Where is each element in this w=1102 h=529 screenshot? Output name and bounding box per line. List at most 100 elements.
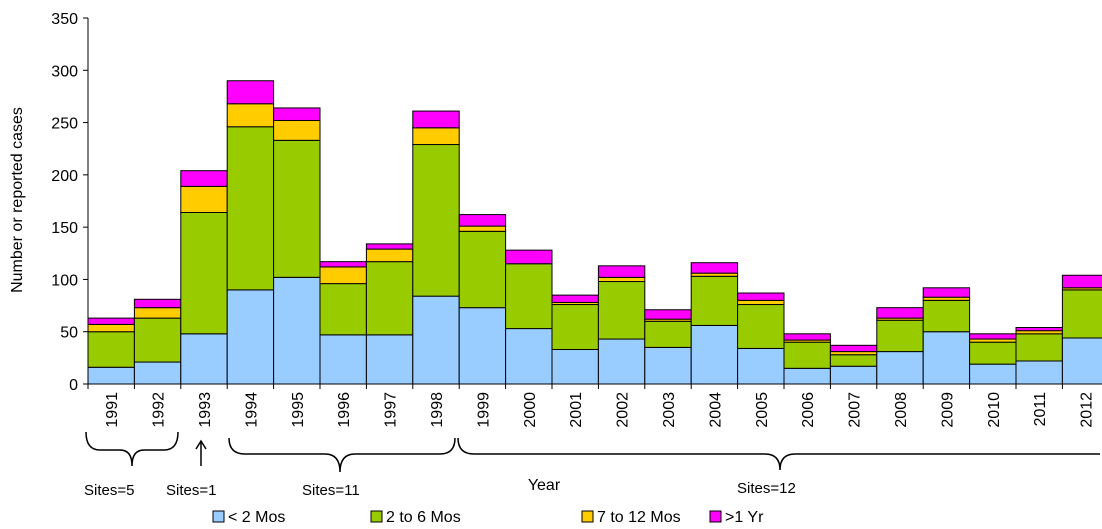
x-tick-label: 1998 xyxy=(429,392,446,428)
bar-segment xyxy=(876,307,924,319)
bar-segment xyxy=(458,230,507,309)
bar-segment xyxy=(1061,274,1102,289)
annotation: Sites=11 xyxy=(302,482,360,499)
x-tick-label: 1997 xyxy=(383,392,400,428)
x-tick-label: 2006 xyxy=(800,392,817,428)
bar-segment xyxy=(597,265,646,278)
x-tick-label: 2010 xyxy=(986,392,1003,428)
bar-segment xyxy=(180,170,228,187)
legend-swatch xyxy=(370,510,383,523)
bar-segment xyxy=(876,319,924,353)
bar-segment xyxy=(644,309,692,320)
bar-segment xyxy=(365,248,414,263)
bar-segment xyxy=(969,333,1017,340)
bar-segment xyxy=(458,214,507,227)
x-tick-label: 2008 xyxy=(893,392,910,428)
bar-segment xyxy=(690,262,739,274)
bar-segment xyxy=(87,331,135,368)
bar-segment xyxy=(737,347,785,385)
bar-segment xyxy=(505,263,553,330)
legend-label: 2 to 6 Mos xyxy=(386,509,461,526)
bar-segment xyxy=(876,351,924,385)
y-tick-label: 0 xyxy=(69,377,78,394)
bar-segment xyxy=(226,289,275,385)
bar-segment xyxy=(226,80,275,105)
bar-segment xyxy=(783,333,831,341)
legend-label: >1 Yr xyxy=(725,509,764,526)
legend-label: < 2 Mos xyxy=(228,509,285,526)
x-tick-label: 2007 xyxy=(847,392,864,428)
legend-swatch xyxy=(709,510,722,523)
bar-segment xyxy=(1015,333,1063,362)
bar-segment xyxy=(969,341,1017,365)
bar-segment xyxy=(597,338,646,385)
bar-segment xyxy=(365,334,414,385)
bar-segment xyxy=(922,331,971,385)
bar-segment xyxy=(1015,360,1063,385)
plot: 0 50 100 150 200 250 300 350 1991 1992 1993 1994 199… xyxy=(51,11,1102,428)
bar-segment xyxy=(783,367,831,385)
x-tick-label: 1991 xyxy=(104,392,121,428)
bar-segment xyxy=(644,320,692,348)
bar-segment xyxy=(133,307,182,319)
bar-segment xyxy=(737,292,785,301)
x-tick-label: 2003 xyxy=(661,392,678,428)
bar-segment xyxy=(180,333,228,385)
bar-segment xyxy=(87,323,135,333)
bar-segment xyxy=(551,348,599,385)
y-axis-label: Number or reported cases xyxy=(9,107,26,293)
bar-segment xyxy=(783,341,831,369)
x-tick-label: 2004 xyxy=(707,392,724,428)
bar-segment xyxy=(226,103,275,128)
x-tick-label: 2011 xyxy=(1032,392,1049,427)
bar-segment xyxy=(644,346,692,385)
braces xyxy=(85,431,1100,473)
x-tick-label: 1992 xyxy=(151,392,168,428)
bar-segment xyxy=(551,294,599,303)
bar-segment xyxy=(458,225,507,232)
x-axis-label: Year xyxy=(528,477,561,494)
bar-segment xyxy=(273,107,321,121)
bar-segment xyxy=(319,334,367,385)
bar-segment xyxy=(737,304,785,349)
annotation: Sites=5 xyxy=(84,482,134,499)
y-tick-label: 50 xyxy=(60,325,78,342)
brace xyxy=(228,437,456,473)
bar-segment xyxy=(412,110,460,129)
annotation: Sites=1 xyxy=(166,482,216,499)
x-tick-label: 1995 xyxy=(290,392,307,428)
bar-segment xyxy=(829,354,878,367)
bar-segment xyxy=(737,299,785,306)
bar-segment xyxy=(1061,337,1102,385)
bar-segment xyxy=(505,249,553,265)
bar-segment xyxy=(226,126,275,291)
bar-segment xyxy=(412,144,460,297)
bar-segment xyxy=(273,276,321,385)
bar-segment xyxy=(133,317,182,363)
bar-segment xyxy=(829,344,878,353)
legend-swatch xyxy=(212,510,225,523)
bar-segment xyxy=(551,304,599,350)
legend: < 2 Mos 2 to 6 Mos 7 to 12 Mos >1 Yr xyxy=(212,509,764,526)
y-tick-label: 100 xyxy=(51,272,78,289)
bar-segment xyxy=(969,363,1017,385)
x-tick-label: 1993 xyxy=(197,392,214,428)
y-tick-label: 300 xyxy=(51,63,78,80)
x-tick-label: 1994 xyxy=(243,392,260,428)
legend-swatch xyxy=(581,510,594,523)
bar-segment xyxy=(365,243,414,250)
x-tick-label: 2005 xyxy=(754,392,771,428)
bar-segment xyxy=(133,361,182,385)
legend-label: 7 to 12 Mos xyxy=(597,509,681,526)
y-tick-label: 350 xyxy=(51,11,78,28)
x-tick-label: 1999 xyxy=(475,392,492,428)
y-tick-label: 200 xyxy=(51,168,78,185)
x-tick-label: 2001 xyxy=(568,392,585,428)
bar-segment xyxy=(505,328,553,385)
bar-segment xyxy=(365,261,414,336)
x-tick-label: 1996 xyxy=(336,392,353,428)
bar-segment xyxy=(180,185,228,214)
bar-segment xyxy=(319,261,367,268)
